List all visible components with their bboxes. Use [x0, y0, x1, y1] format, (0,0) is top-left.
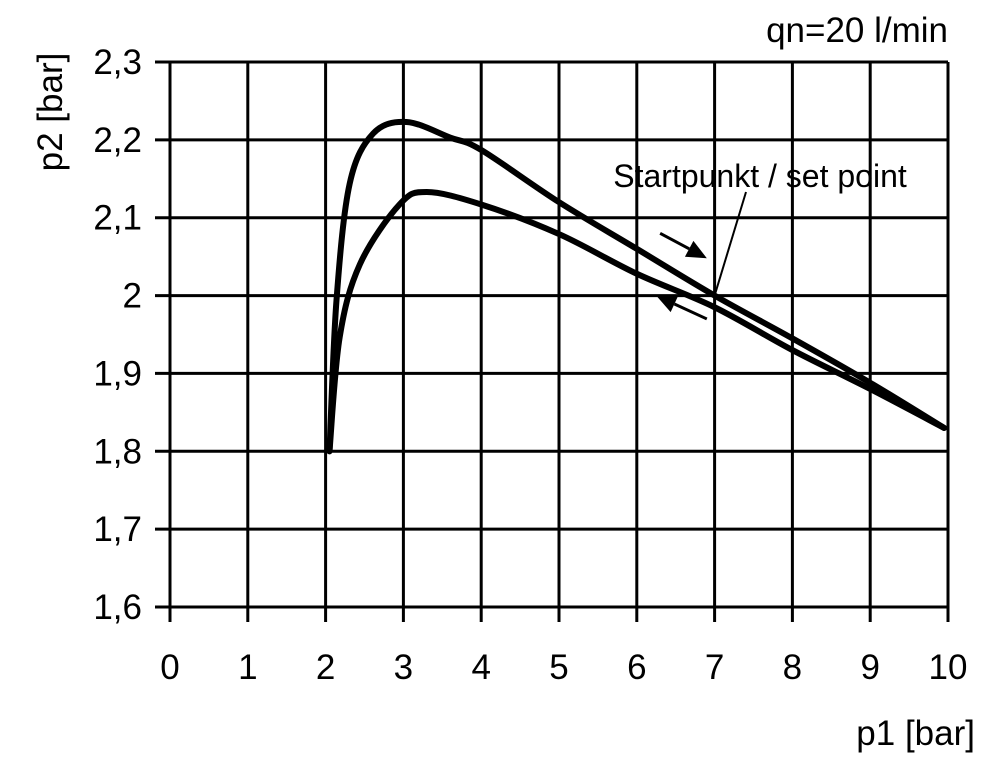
annotation-group: [656, 191, 747, 321]
y-tick-label: 1,6: [93, 588, 142, 627]
x-tick-label: 7: [705, 648, 724, 687]
x-tick-label: 5: [549, 648, 568, 687]
x-tick-label: 9: [860, 648, 879, 687]
x-tick-label: 8: [783, 648, 802, 687]
x-tick-label: 0: [160, 648, 179, 687]
series-group: [326, 118, 948, 455]
x-tick-label: 1: [238, 648, 257, 687]
annotation-label: Startpunkt / set point: [613, 158, 907, 194]
arrow-head-icon: [684, 240, 707, 259]
chart-title: qn=20 l/min: [766, 11, 948, 50]
y-tick-label: 1,9: [93, 354, 142, 393]
x-tick-label: 4: [471, 648, 490, 687]
x-tick-label: 10: [929, 648, 968, 687]
y-tick-label: 2,3: [93, 43, 142, 82]
y-tick-label: 2,2: [93, 121, 142, 160]
series-line-1: [326, 118, 948, 455]
arrow-shaft: [673, 302, 708, 321]
series-line-2: [326, 189, 948, 455]
y-tick-label: 1,8: [93, 432, 142, 471]
tick-labels: 0 1 2 3 4 5 6 7 8 9 10 1,6 1,7 1,8 1,9 2 2,1 2,2 2,3: [93, 43, 967, 687]
annotation-leader-line: [713, 191, 747, 296]
arrow-head-icon: [656, 295, 679, 313]
arrow-shaft: [659, 231, 690, 251]
y-axis-label: p2 [bar]: [31, 53, 70, 172]
grid: [155, 60, 950, 622]
x-tick-label: 3: [394, 648, 413, 687]
y-tick-label: 2: [123, 277, 142, 316]
x-axis-label: p1 [bar]: [856, 714, 975, 753]
y-tick-label: 2,1: [93, 199, 142, 238]
x-tick-label: 6: [627, 648, 646, 687]
y-tick-label: 1,7: [93, 510, 142, 549]
x-tick-label: 2: [316, 648, 335, 687]
